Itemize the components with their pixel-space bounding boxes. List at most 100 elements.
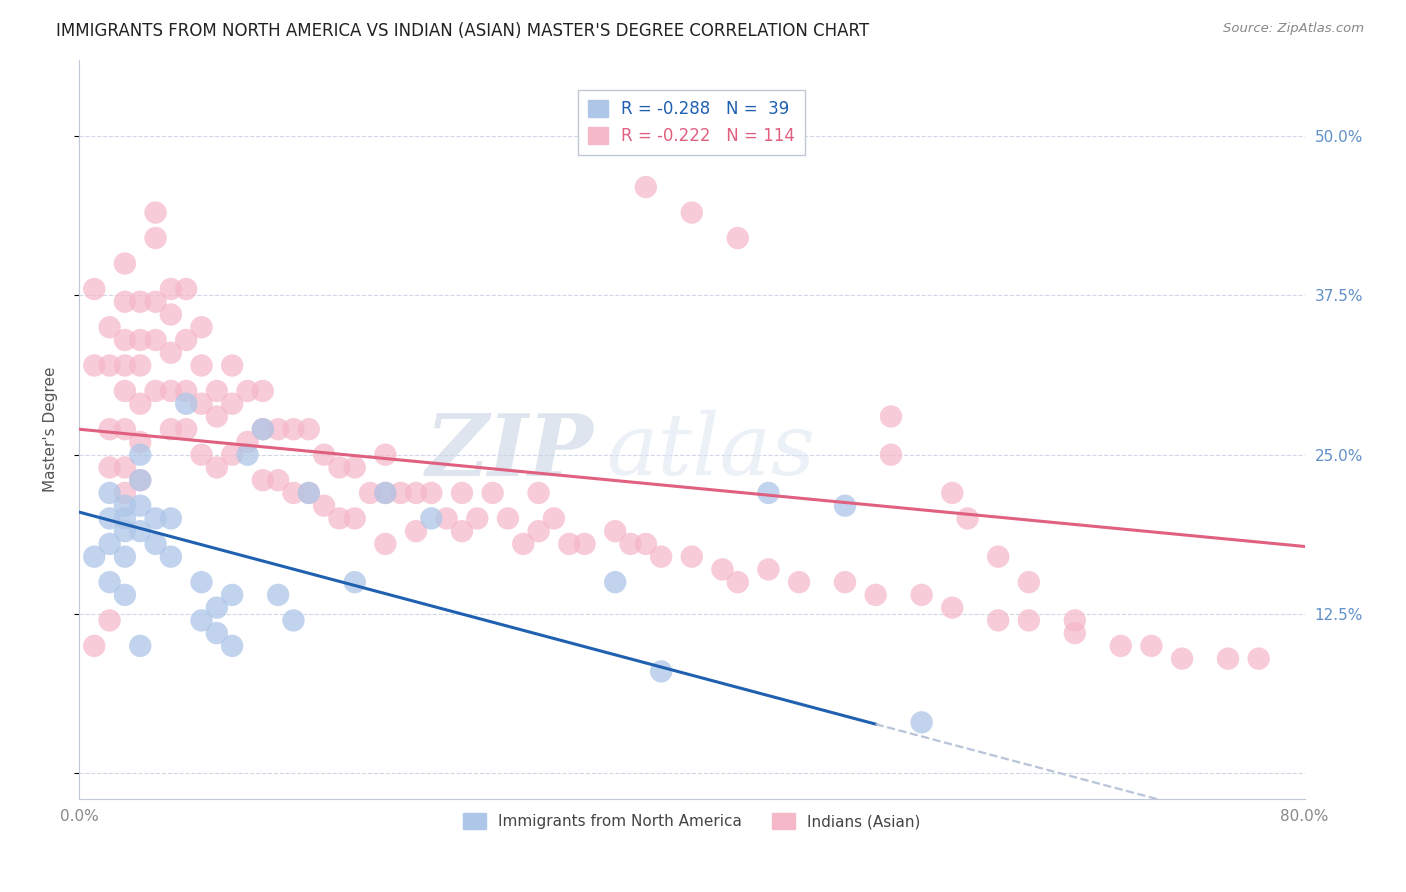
- Point: [236, 434, 259, 449]
- Legend: Immigrants from North America, Indians (Asian): Immigrants from North America, Indians (…: [457, 807, 927, 836]
- Point: [1109, 639, 1132, 653]
- Point: [205, 409, 228, 424]
- Point: [512, 537, 534, 551]
- Point: [160, 345, 183, 359]
- Point: [298, 486, 321, 500]
- Point: [98, 359, 121, 373]
- Point: [83, 359, 105, 373]
- Text: IMMIGRANTS FROM NORTH AMERICA VS INDIAN (ASIAN) MASTER'S DEGREE CORRELATION CHAR: IMMIGRANTS FROM NORTH AMERICA VS INDIAN …: [56, 22, 869, 40]
- Point: [190, 575, 212, 590]
- Point: [236, 448, 259, 462]
- Point: [252, 384, 274, 398]
- Point: [451, 524, 474, 538]
- Point: [605, 575, 627, 590]
- Point: [941, 600, 963, 615]
- Point: [174, 384, 197, 398]
- Point: [681, 205, 703, 219]
- Point: [727, 231, 749, 245]
- Point: [98, 537, 121, 551]
- Point: [374, 486, 396, 500]
- Point: [543, 511, 565, 525]
- Point: [205, 460, 228, 475]
- Point: [343, 511, 366, 525]
- Point: [727, 575, 749, 590]
- Point: [343, 575, 366, 590]
- Point: [834, 499, 856, 513]
- Point: [987, 549, 1010, 564]
- Point: [145, 294, 167, 309]
- Point: [711, 562, 734, 576]
- Point: [145, 384, 167, 398]
- Point: [145, 231, 167, 245]
- Point: [374, 537, 396, 551]
- Point: [221, 397, 243, 411]
- Point: [98, 575, 121, 590]
- Point: [328, 460, 350, 475]
- Point: [129, 639, 152, 653]
- Point: [787, 575, 810, 590]
- Point: [160, 549, 183, 564]
- Point: [205, 600, 228, 615]
- Point: [145, 205, 167, 219]
- Point: [283, 486, 305, 500]
- Point: [98, 320, 121, 334]
- Text: atlas: atlas: [606, 410, 815, 492]
- Point: [1171, 651, 1194, 665]
- Point: [114, 460, 136, 475]
- Point: [160, 308, 183, 322]
- Point: [129, 473, 152, 487]
- Point: [129, 434, 152, 449]
- Point: [114, 333, 136, 347]
- Point: [129, 333, 152, 347]
- Point: [83, 282, 105, 296]
- Point: [405, 486, 427, 500]
- Point: [114, 359, 136, 373]
- Point: [236, 384, 259, 398]
- Point: [221, 448, 243, 462]
- Point: [758, 562, 780, 576]
- Point: [190, 359, 212, 373]
- Point: [634, 180, 657, 194]
- Point: [650, 665, 672, 679]
- Point: [221, 359, 243, 373]
- Point: [314, 499, 336, 513]
- Point: [496, 511, 519, 525]
- Point: [98, 460, 121, 475]
- Point: [420, 486, 443, 500]
- Point: [252, 422, 274, 436]
- Point: [1018, 575, 1040, 590]
- Point: [174, 397, 197, 411]
- Point: [880, 409, 903, 424]
- Point: [160, 282, 183, 296]
- Point: [114, 549, 136, 564]
- Point: [83, 639, 105, 653]
- Point: [298, 422, 321, 436]
- Point: [527, 486, 550, 500]
- Point: [114, 499, 136, 513]
- Point: [314, 448, 336, 462]
- Point: [298, 486, 321, 500]
- Point: [1063, 614, 1085, 628]
- Point: [160, 511, 183, 525]
- Point: [465, 511, 488, 525]
- Point: [190, 320, 212, 334]
- Point: [956, 511, 979, 525]
- Point: [98, 614, 121, 628]
- Point: [910, 588, 932, 602]
- Point: [343, 460, 366, 475]
- Point: [681, 549, 703, 564]
- Point: [160, 384, 183, 398]
- Point: [221, 639, 243, 653]
- Point: [987, 614, 1010, 628]
- Point: [252, 422, 274, 436]
- Point: [114, 588, 136, 602]
- Point: [129, 359, 152, 373]
- Point: [252, 473, 274, 487]
- Point: [129, 524, 152, 538]
- Point: [1247, 651, 1270, 665]
- Point: [865, 588, 887, 602]
- Point: [359, 486, 381, 500]
- Point: [328, 511, 350, 525]
- Point: [374, 486, 396, 500]
- Point: [619, 537, 641, 551]
